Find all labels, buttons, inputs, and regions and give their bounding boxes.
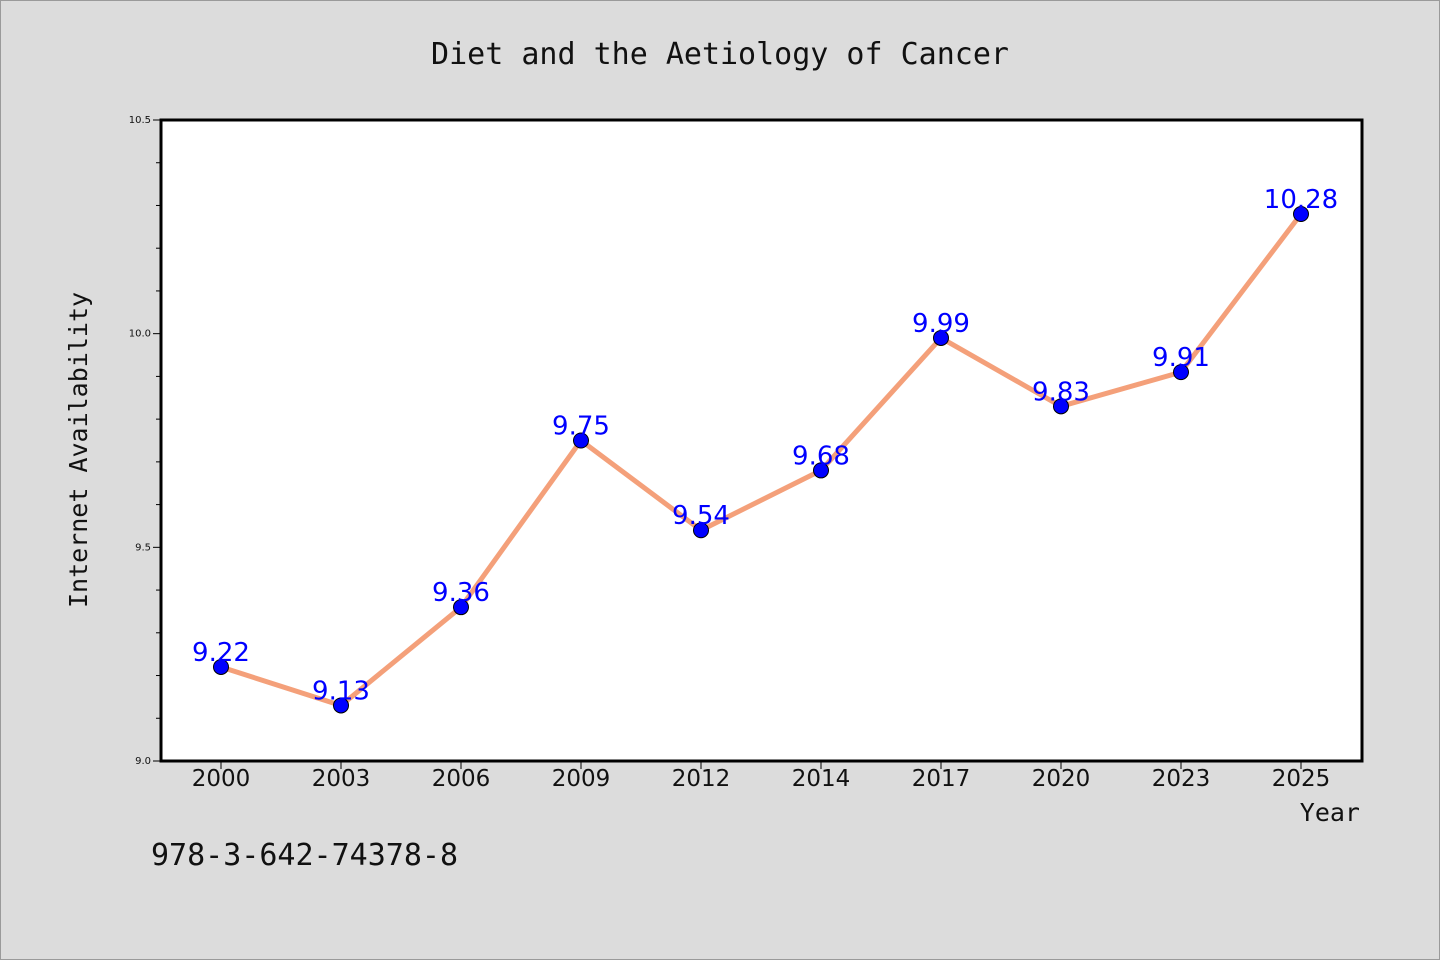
footnote-isbn: 978-3-642-74378-8 <box>151 838 458 873</box>
data-label: 10.28 <box>1264 185 1338 215</box>
data-label: 9.68 <box>792 441 850 471</box>
data-point <box>933 329 949 346</box>
data-point <box>573 432 589 449</box>
data-point <box>1173 364 1189 381</box>
y-axis: 9.0 9.5 10.0 10.5 <box>129 115 161 767</box>
y-tick-label: 10.5 <box>129 115 151 126</box>
data-label: 9.99 <box>912 309 970 339</box>
data-point <box>453 599 469 616</box>
plot-area <box>159 118 1364 763</box>
x-axis: 2000 2003 2006 2009 2012 2014 2017 2020 2023 2025 <box>192 761 1331 792</box>
data-point <box>813 462 829 479</box>
series-line <box>220 212 1303 708</box>
x-tick-label: 2012 <box>672 766 731 792</box>
x-tick-label: 2000 <box>192 766 251 792</box>
data-point <box>333 697 349 714</box>
data-point <box>693 522 709 539</box>
y-tick-label: 9.5 <box>135 542 151 553</box>
x-tick-label: 2014 <box>792 766 851 792</box>
y-tick-label: 9.0 <box>135 756 151 767</box>
series-layer <box>213 206 1309 714</box>
x-tick-label: 2025 <box>1272 766 1331 792</box>
x-tick-label: 2017 <box>912 766 971 792</box>
data-label: 9.83 <box>1032 377 1090 407</box>
x-tick-label: 2006 <box>432 766 491 792</box>
chart-title: Diet and the Aetiology of Cancer <box>431 37 1009 72</box>
y-axis-label: Internet Availability <box>64 292 93 608</box>
data-point <box>1053 398 1069 415</box>
data-point <box>213 658 229 675</box>
data-label: 9.13 <box>312 676 370 706</box>
data-labels: 9.22 9.13 9.36 9.75 9.54 9.68 9.99 9.83 9.91 10.2… <box>192 185 1338 706</box>
x-tick-label: 2020 <box>1032 766 1091 792</box>
data-label: 9.54 <box>672 501 730 531</box>
data-label: 9.36 <box>432 578 490 608</box>
data-label: 9.75 <box>552 412 610 442</box>
x-axis-label: Year <box>1300 798 1360 827</box>
data-point <box>1293 206 1309 223</box>
y-tick-label: 10.0 <box>129 329 151 340</box>
x-tick-label: 2009 <box>552 766 611 792</box>
data-label: 9.22 <box>192 638 250 668</box>
x-tick-label: 2023 <box>1152 766 1211 792</box>
data-label: 9.91 <box>1152 343 1210 373</box>
x-tick-label: 2003 <box>312 766 371 792</box>
